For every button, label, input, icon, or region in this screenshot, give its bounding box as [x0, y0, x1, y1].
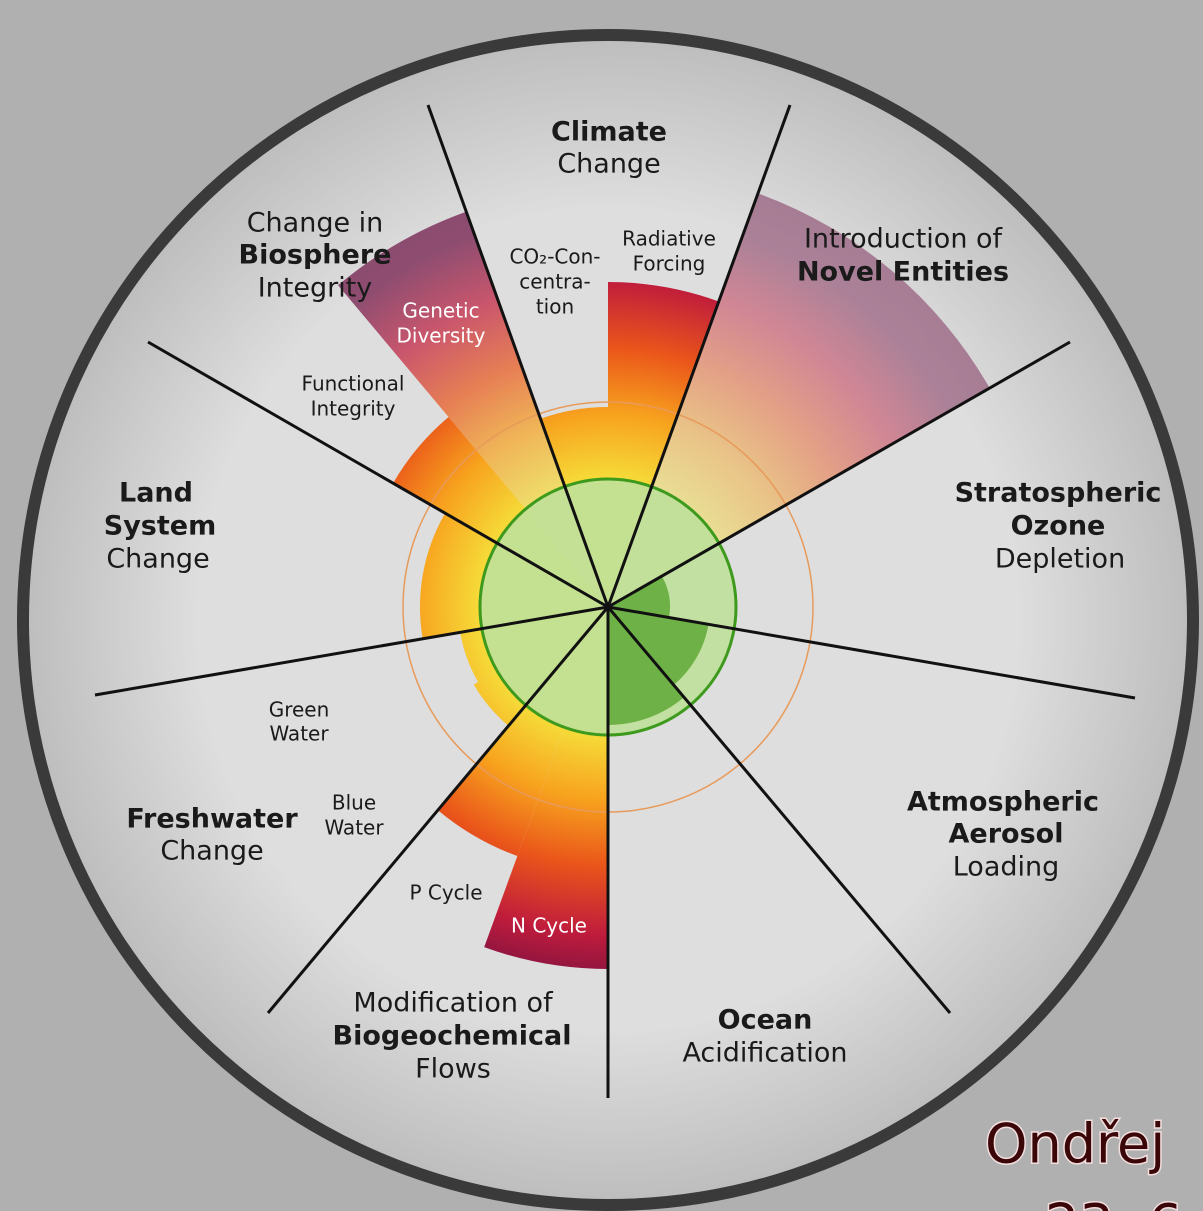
label: Aerosol	[949, 819, 1064, 850]
label: Water	[324, 816, 384, 840]
ray	[94, 605, 609, 697]
footer-text: Ondřej	[985, 1113, 1165, 1176]
ray	[607, 340, 1071, 609]
label: centra-	[519, 270, 591, 294]
label: Blue	[332, 791, 376, 815]
label: Integrity	[258, 273, 373, 304]
ray	[606, 606, 952, 1014]
label: Atmospheric	[907, 787, 1099, 818]
label: Change	[160, 836, 263, 867]
label: Green	[269, 698, 330, 722]
rays	[94, 104, 1136, 1098]
label: Functional	[302, 372, 405, 396]
label: Stratospheric	[955, 478, 1162, 509]
label: Climate	[551, 117, 667, 148]
label: Modification of	[353, 988, 554, 1019]
green-wedge	[608, 576, 670, 618]
ray	[426, 104, 610, 608]
label: Radiative	[622, 227, 716, 251]
label: Change	[106, 544, 209, 575]
boundary-wedge	[608, 193, 991, 607]
label: Introduction of	[804, 224, 1004, 255]
label: CO₂-Con-	[509, 245, 600, 269]
label: Integrity	[311, 397, 396, 421]
label: Novel Entities	[797, 257, 1009, 288]
label: Ozone	[1011, 511, 1106, 542]
label: Depletion	[995, 544, 1125, 575]
footer-text: 23. 6	[1045, 1193, 1182, 1211]
green-wedges	[608, 576, 709, 725]
ray	[147, 340, 609, 609]
ray	[266, 606, 610, 1014]
label: Loading	[953, 852, 1060, 883]
green-wedge	[608, 607, 709, 686]
label: Biogeochemical	[333, 1021, 572, 1052]
label: N Cycle	[511, 914, 587, 938]
label: Biosphere	[239, 240, 392, 271]
label: Change in	[247, 208, 384, 239]
label: Flows	[415, 1054, 491, 1085]
label: Genetic	[402, 299, 479, 323]
label: P Cycle	[409, 881, 482, 905]
label: Freshwater	[126, 804, 298, 835]
label: Diversity	[397, 324, 486, 348]
label: Land	[119, 478, 193, 509]
label: Forcing	[633, 252, 706, 276]
label: Acidification	[682, 1038, 847, 1069]
label: Ocean	[718, 1005, 813, 1036]
label: System	[104, 511, 216, 542]
label: tion	[536, 295, 574, 319]
ray	[607, 605, 1136, 700]
ray	[606, 104, 792, 608]
label: Water	[269, 722, 329, 746]
green-wedge	[608, 607, 684, 725]
label: Change	[557, 149, 660, 180]
